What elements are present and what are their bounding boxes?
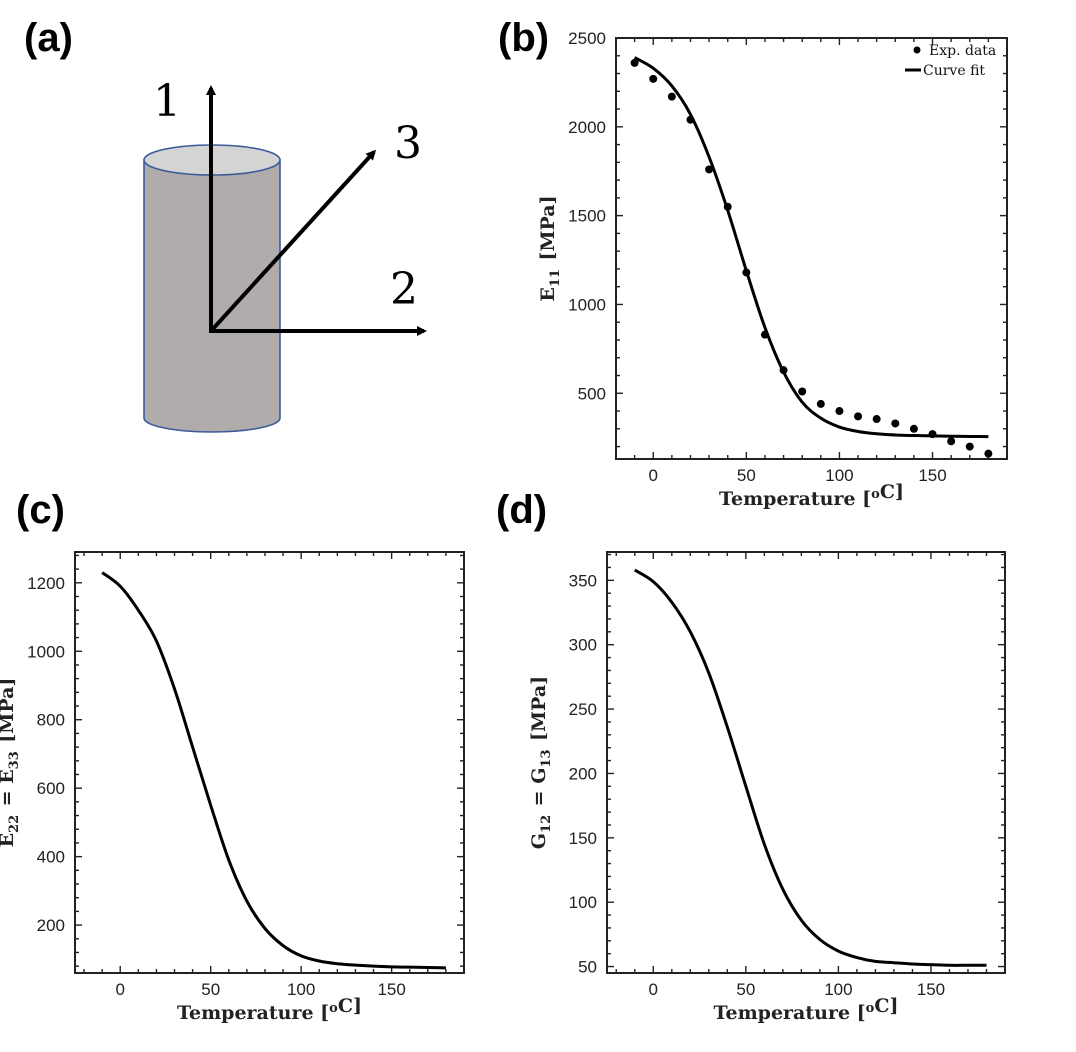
data-point bbox=[816, 399, 825, 408]
x-tick-label: 150 bbox=[917, 980, 945, 999]
plot-frame bbox=[606, 551, 1006, 974]
x-tick-label: 150 bbox=[918, 466, 946, 485]
series-line bbox=[633, 568, 987, 967]
y-tick-label: 150 bbox=[569, 829, 597, 848]
y-tick-label: 1500 bbox=[568, 207, 606, 226]
y-tick-label: 200 bbox=[569, 764, 597, 783]
x-tick-label: 150 bbox=[377, 980, 405, 999]
x-tick-label: 50 bbox=[736, 980, 755, 999]
y-tick-label: 500 bbox=[578, 384, 606, 403]
data-point bbox=[965, 442, 974, 451]
panel-label-a: (a) bbox=[24, 16, 73, 60]
data-point bbox=[705, 165, 714, 174]
data-point bbox=[891, 419, 900, 428]
y-tick-label: 1200 bbox=[27, 574, 65, 593]
chart-c: 0 50 100 150 200 400 600 800 1000 1200 Temperature… bbox=[0, 551, 465, 1024]
axis-2-label: 2 bbox=[390, 264, 418, 315]
y-tick-label: 1000 bbox=[27, 642, 65, 661]
y-tick-label: 1000 bbox=[568, 295, 606, 314]
y-tick-label: 2000 bbox=[568, 118, 606, 137]
chart-b: 0 50 100 150 500 1000 1500 2000 2500 Temperature … bbox=[537, 29, 1008, 510]
cylinder-diagram: 1 2 3 bbox=[143, 76, 427, 433]
legend-label-line: Curve fit bbox=[923, 63, 985, 79]
series-line bbox=[633, 56, 989, 439]
x-tick-label: 0 bbox=[649, 466, 658, 485]
plot-frame bbox=[615, 37, 1008, 460]
axis-1-label: 1 bbox=[153, 76, 181, 127]
x-tick-label: 50 bbox=[737, 466, 756, 485]
y-tick-label: 600 bbox=[37, 779, 65, 798]
plot-frame bbox=[74, 551, 465, 974]
x-tick-label: 0 bbox=[115, 980, 124, 999]
data-point bbox=[909, 424, 918, 433]
x-tick-label: 50 bbox=[201, 980, 220, 999]
x-tick-label: 100 bbox=[824, 980, 852, 999]
y-tick-label: 250 bbox=[569, 700, 597, 719]
axis-3-label: 3 bbox=[394, 118, 422, 169]
chart-d: 0 50 100 150 50 100 150 200 250 300 350 Temperature… bbox=[528, 551, 1006, 1024]
x-axis-title: Temperature [oC] bbox=[714, 995, 899, 1024]
data-point bbox=[947, 437, 956, 446]
legend-label-scatter: Exp. data bbox=[929, 43, 996, 59]
data-point bbox=[798, 387, 807, 396]
data-point bbox=[667, 92, 676, 101]
y-tick-label: 800 bbox=[37, 711, 65, 730]
x-tick-label: 0 bbox=[649, 980, 658, 999]
y-tick-label: 350 bbox=[569, 571, 597, 590]
panel-label-b: (b) bbox=[498, 16, 550, 60]
data-point bbox=[630, 58, 639, 67]
x-axis-title: Temperature [oC] bbox=[177, 995, 362, 1024]
y-axis-title: G12 = G13 [MPa] bbox=[528, 676, 554, 849]
y-tick-label: 100 bbox=[569, 893, 597, 912]
x-axis-title: Temperature [oC] bbox=[719, 481, 904, 510]
data-point bbox=[649, 74, 658, 83]
data-point bbox=[872, 415, 881, 424]
series-line bbox=[101, 571, 446, 970]
legend-marker-scatter bbox=[913, 46, 921, 54]
data-point bbox=[835, 407, 844, 416]
y-tick-label: 2500 bbox=[568, 29, 606, 48]
data-point bbox=[854, 412, 863, 421]
y-tick-label: 200 bbox=[37, 916, 65, 935]
x-tick-label: 100 bbox=[825, 466, 853, 485]
data-point bbox=[984, 449, 993, 458]
y-tick-label: 400 bbox=[37, 848, 65, 867]
x-tick-label: 100 bbox=[287, 980, 315, 999]
y-axis-title: E11 [MPa] bbox=[537, 195, 563, 301]
y-tick-label: 50 bbox=[578, 958, 597, 977]
axis-3-arrow bbox=[209, 149, 377, 333]
panel-label-d: (d) bbox=[496, 488, 548, 532]
y-tick-label: 300 bbox=[569, 636, 597, 655]
y-axis-title: E22 = E33 [MPa] bbox=[0, 678, 22, 848]
panel-label-c: (c) bbox=[16, 488, 65, 532]
